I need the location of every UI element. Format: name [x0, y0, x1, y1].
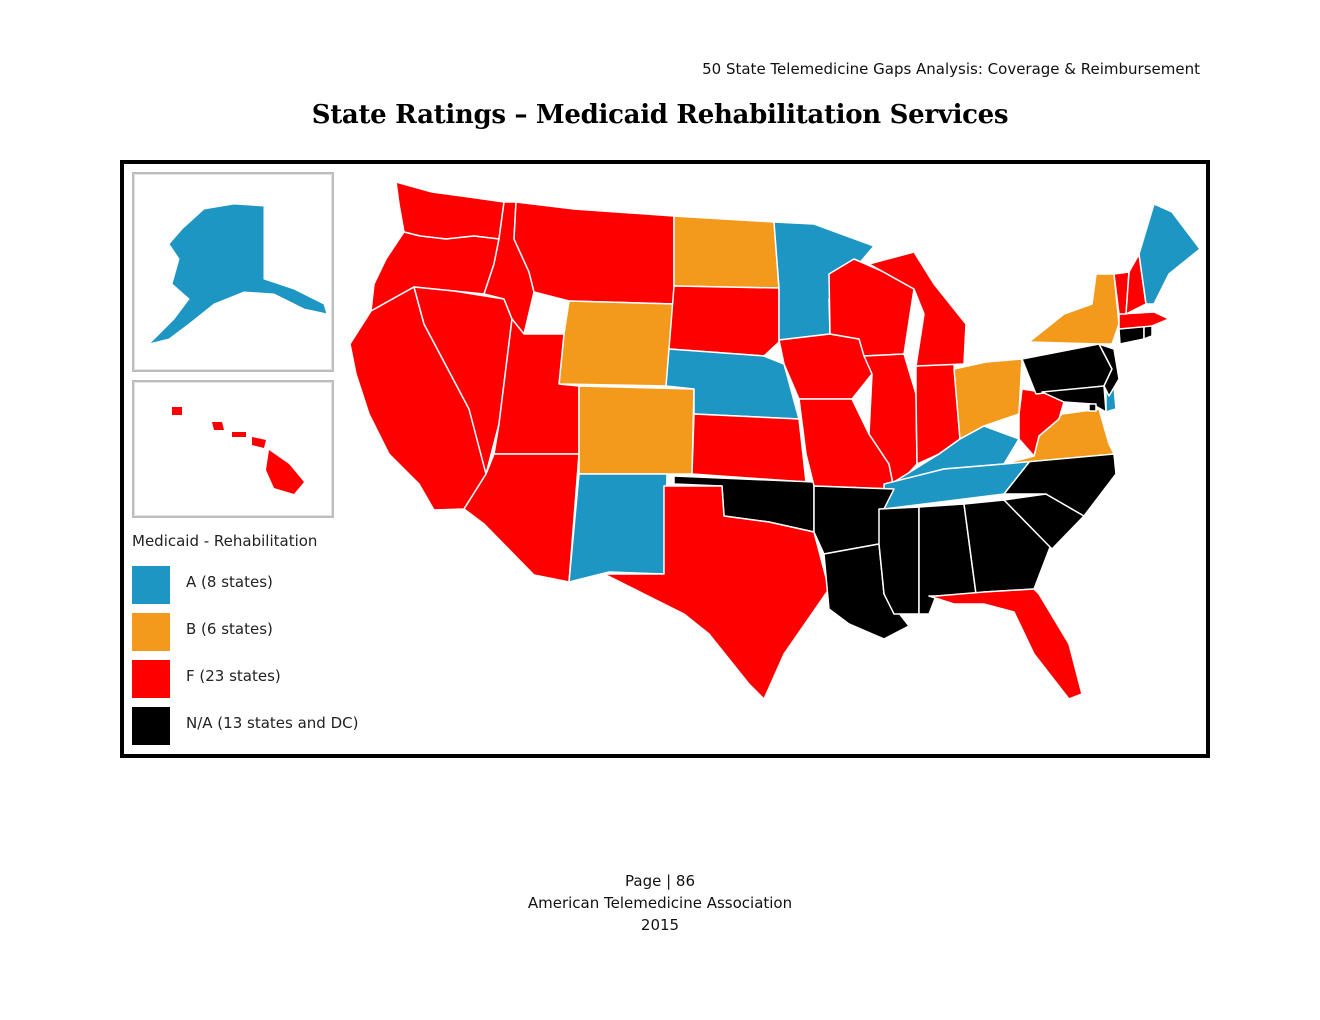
- alaska-inset: [132, 172, 334, 372]
- legend-item-f: F (23 states): [132, 660, 392, 700]
- page-number: Page | 86: [625, 872, 695, 890]
- state-MI[interactable]: [868, 251, 967, 367]
- footer-organization: American Telemedicine Association: [527, 894, 793, 912]
- legend-item-na: N/A (13 states and DC): [132, 707, 392, 747]
- legend-swatch: [132, 707, 170, 745]
- hawaii-island-molokai: [232, 432, 246, 437]
- state-NJ[interactable]: [1098, 343, 1120, 397]
- legend-item-b: B (6 states): [132, 613, 392, 653]
- footer-year: 2015: [640, 916, 680, 934]
- state-DC[interactable]: [1088, 403, 1097, 412]
- hawaii-inset: [132, 380, 334, 518]
- state-ND[interactable]: [673, 215, 780, 289]
- state-AK[interactable]: [147, 203, 328, 345]
- legend-label: B (6 states): [186, 620, 273, 638]
- legend-label: A (8 states): [186, 573, 273, 591]
- legend-label: N/A (13 states and DC): [186, 714, 359, 732]
- state-ME[interactable]: [1138, 203, 1201, 305]
- state-MA[interactable]: [1118, 311, 1170, 330]
- state-NY[interactable]: [1028, 273, 1120, 345]
- state-CO[interactable]: [578, 385, 695, 475]
- state-WY[interactable]: [558, 300, 675, 387]
- state-TX[interactable]: [603, 485, 830, 700]
- hawaii-island-oahu: [212, 422, 224, 430]
- hawaii-island-maui: [252, 437, 266, 448]
- state-KS[interactable]: [691, 413, 807, 483]
- state-WV[interactable]: [1018, 388, 1065, 457]
- state-MD[interactable]: [1041, 385, 1107, 413]
- legend-item-a: A (8 states): [132, 566, 392, 606]
- map-legend: Medicaid - Rehabilitation A (8 states) B…: [132, 532, 392, 754]
- map-frame: Medicaid - Rehabilitation A (8 states) B…: [120, 160, 1210, 758]
- legend-swatch: [132, 613, 170, 651]
- state-HI[interactable]: [266, 450, 304, 494]
- state-WA[interactable]: [395, 181, 505, 240]
- state-RI[interactable]: [1143, 325, 1153, 340]
- legend-label: F (23 states): [186, 667, 281, 685]
- state-FL[interactable]: [928, 588, 1083, 700]
- state-NM[interactable]: [568, 473, 668, 583]
- page-title: State Ratings – Medicaid Rehabilitation …: [311, 100, 1009, 130]
- legend-swatch: [132, 566, 170, 604]
- state-IA[interactable]: [778, 333, 873, 400]
- us-map: [349, 181, 1201, 700]
- page-footer: Page | 86 American Telemedicine Associat…: [0, 870, 1320, 936]
- legend-swatch: [132, 660, 170, 698]
- state-AZ[interactable]: [463, 453, 580, 583]
- state-SD[interactable]: [668, 285, 780, 357]
- hawaii-island-kauai: [172, 407, 182, 415]
- state-MT[interactable]: [513, 201, 675, 305]
- legend-title: Medicaid - Rehabilitation: [132, 532, 318, 550]
- running-header: 50 State Telemedicine Gaps Analysis: Cov…: [702, 60, 1200, 78]
